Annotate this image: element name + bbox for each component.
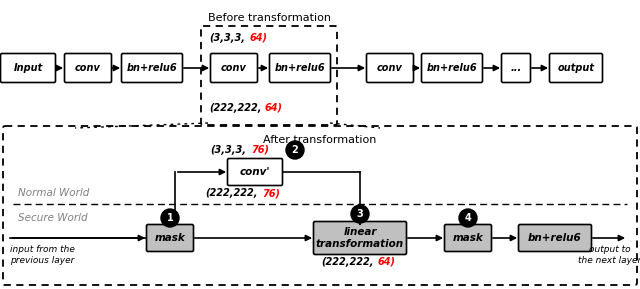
Text: Secure World: Secure World: [18, 213, 88, 223]
Text: 3: 3: [356, 209, 364, 219]
Text: (3,3,3,: (3,3,3,: [210, 145, 246, 155]
Text: linear
transformation: linear transformation: [316, 227, 404, 249]
FancyBboxPatch shape: [147, 225, 193, 251]
Text: mask: mask: [155, 233, 186, 243]
Text: input from the
previous layer: input from the previous layer: [10, 244, 74, 265]
Text: Before transformation: Before transformation: [207, 13, 330, 23]
FancyBboxPatch shape: [1, 53, 56, 82]
Text: output: output: [557, 63, 595, 73]
Text: (3,3,3,: (3,3,3,: [209, 33, 245, 43]
Text: bn+relu6: bn+relu6: [528, 233, 582, 243]
Text: 2: 2: [292, 145, 298, 155]
FancyBboxPatch shape: [269, 53, 330, 82]
Text: 76): 76): [262, 188, 280, 198]
Text: conv: conv: [221, 63, 247, 73]
FancyBboxPatch shape: [227, 158, 282, 186]
FancyBboxPatch shape: [211, 53, 257, 82]
FancyBboxPatch shape: [65, 53, 111, 82]
Text: (222,222,: (222,222,: [321, 257, 374, 267]
Text: 76): 76): [251, 145, 269, 155]
FancyBboxPatch shape: [122, 53, 182, 82]
FancyBboxPatch shape: [445, 225, 492, 251]
Circle shape: [161, 209, 179, 227]
Text: ...: ...: [510, 63, 522, 73]
Text: 1: 1: [166, 213, 173, 223]
Text: (222,222,: (222,222,: [209, 103, 262, 113]
FancyBboxPatch shape: [314, 221, 406, 255]
FancyBboxPatch shape: [422, 53, 483, 82]
Text: 64): 64): [265, 103, 283, 113]
Circle shape: [351, 205, 369, 223]
Text: (222,222,: (222,222,: [205, 188, 257, 198]
Text: conv: conv: [377, 63, 403, 73]
Text: mask: mask: [452, 233, 483, 243]
Text: bn+relu6: bn+relu6: [127, 63, 177, 73]
Text: Input: Input: [13, 63, 43, 73]
FancyBboxPatch shape: [367, 53, 413, 82]
Text: output to
the next layer: output to the next layer: [579, 244, 640, 265]
FancyBboxPatch shape: [550, 53, 602, 82]
Circle shape: [286, 141, 304, 159]
Text: Normal World: Normal World: [18, 188, 90, 198]
Text: bn+relu6: bn+relu6: [275, 63, 325, 73]
FancyBboxPatch shape: [502, 53, 531, 82]
Text: 64): 64): [378, 257, 396, 267]
Text: bn+relu6: bn+relu6: [427, 63, 477, 73]
Text: conv': conv': [240, 167, 270, 177]
Text: 4: 4: [465, 213, 472, 223]
Circle shape: [459, 209, 477, 227]
Text: After transformation: After transformation: [263, 135, 377, 145]
Text: 64): 64): [250, 33, 268, 43]
Text: conv: conv: [75, 63, 101, 73]
FancyBboxPatch shape: [518, 225, 591, 251]
